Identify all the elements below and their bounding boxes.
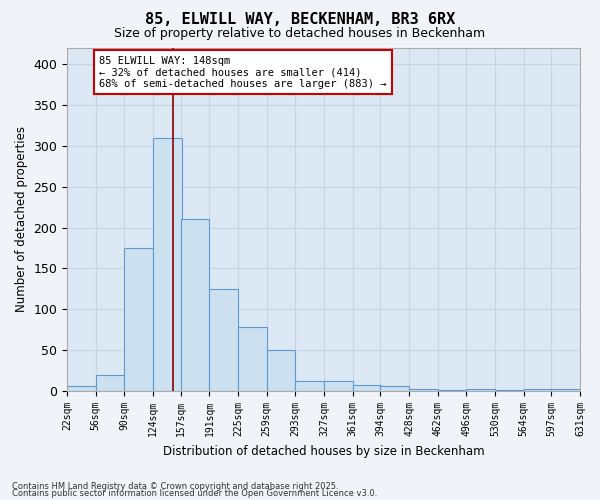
Bar: [466, 388, 495, 391]
Bar: [495, 390, 524, 391]
Bar: [437, 390, 466, 391]
Bar: [153, 138, 182, 391]
Bar: [295, 380, 324, 391]
Bar: [324, 380, 353, 391]
Bar: [181, 220, 209, 391]
X-axis label: Distribution of detached houses by size in Beckenham: Distribution of detached houses by size …: [163, 444, 484, 458]
Bar: [96, 375, 124, 391]
Text: Contains public sector information licensed under the Open Government Licence v3: Contains public sector information licen…: [12, 490, 377, 498]
Text: Size of property relative to detached houses in Beckenham: Size of property relative to detached ho…: [115, 28, 485, 40]
Bar: [524, 388, 552, 391]
Bar: [67, 386, 96, 391]
Bar: [209, 289, 238, 391]
Text: 85 ELWILL WAY: 148sqm
← 32% of detached houses are smaller (414)
68% of semi-det: 85 ELWILL WAY: 148sqm ← 32% of detached …: [99, 56, 386, 89]
Bar: [551, 388, 580, 391]
Text: Contains HM Land Registry data © Crown copyright and database right 2025.: Contains HM Land Registry data © Crown c…: [12, 482, 338, 491]
Text: 85, ELWILL WAY, BECKENHAM, BR3 6RX: 85, ELWILL WAY, BECKENHAM, BR3 6RX: [145, 12, 455, 28]
Bar: [380, 386, 409, 391]
Y-axis label: Number of detached properties: Number of detached properties: [15, 126, 28, 312]
Bar: [353, 384, 381, 391]
Bar: [409, 388, 437, 391]
Bar: [124, 248, 153, 391]
Bar: [238, 328, 267, 391]
Bar: [267, 350, 295, 391]
